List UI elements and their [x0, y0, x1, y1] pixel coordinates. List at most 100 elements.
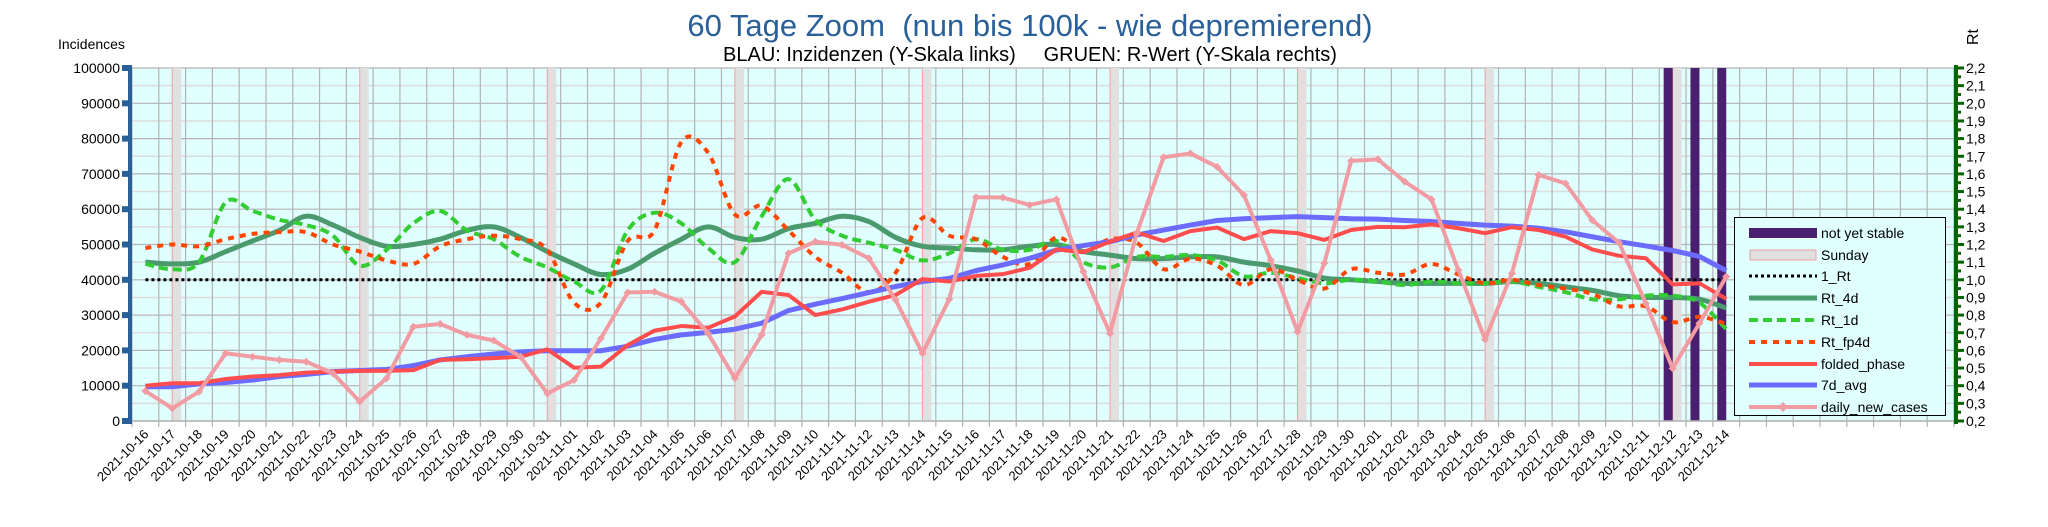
data-point-marker: [945, 295, 954, 304]
y-tick-label-right: 1,9: [1966, 113, 1986, 129]
y-tick-left: [122, 170, 130, 177]
data-point-marker: [1159, 153, 1168, 162]
data-point-marker: [1293, 327, 1302, 336]
data-point-marker: [838, 240, 847, 249]
y-tick-right: [1956, 190, 1964, 194]
y-tick-label-left: 90000: [81, 95, 120, 111]
data-point-marker: [1186, 149, 1195, 158]
data-point-marker: [248, 352, 257, 361]
data-point-marker: [1454, 265, 1463, 274]
y-tick-label-left: 20000: [81, 342, 120, 358]
data-point-marker: [221, 349, 230, 358]
sunday-band: [547, 68, 557, 421]
y-tick-right: [1956, 366, 1964, 370]
data-point-marker: [1534, 170, 1543, 179]
data-point-marker: [328, 369, 337, 378]
data-point-marker: [1588, 216, 1597, 225]
legend-item-7d-avg: 7d_avg: [1735, 375, 1945, 397]
legend-swatch: [1749, 402, 1817, 413]
data-point-marker: [1213, 162, 1222, 171]
sunday-band: [172, 68, 182, 421]
chart-title: 60 Tage Zoom (nun bis 100k - wie depremi…: [687, 8, 1373, 43]
series-daily-new-cases-line: [144, 151, 1728, 411]
data-point-marker: [1668, 364, 1677, 373]
data-point-marker: [168, 404, 177, 413]
y-tick-right: [1956, 331, 1964, 335]
data-point-marker: [462, 330, 471, 339]
data-point-marker: [757, 330, 766, 339]
y-tick-right: [1956, 313, 1964, 317]
legend-swatch: [1749, 339, 1817, 344]
not-yet-stable-band: [1717, 68, 1727, 421]
y-tick-right: [1956, 357, 1961, 361]
y-tick-label-right: 1,0: [1966, 272, 1986, 288]
y-tick-right: [1956, 322, 1961, 326]
data-point-marker: [1239, 191, 1248, 200]
y-tick-right: [1956, 260, 1964, 264]
y-tick-label-right: 2,2: [1966, 60, 1986, 76]
data-point-marker: [623, 288, 632, 297]
data-point-marker: [1481, 335, 1490, 344]
data-point-marker: [1507, 269, 1516, 278]
legend-swatch: [1749, 318, 1817, 323]
y-tick-right: [1956, 119, 1964, 123]
y-tick-label-right: 0,7: [1966, 325, 1986, 341]
data-point-marker: [1641, 299, 1650, 308]
data-point-marker: [1427, 195, 1436, 204]
data-point-marker: [891, 295, 900, 304]
y-tick-label-left: 0: [112, 413, 120, 429]
data-point-marker: [1320, 259, 1329, 268]
y-tick-right: [1956, 216, 1961, 220]
y-tick-left: [122, 206, 130, 213]
data-point-marker: [704, 329, 713, 338]
y-tick-right: [1956, 75, 1961, 79]
data-point-marker: [677, 297, 686, 306]
data-point-marker: [1079, 267, 1088, 276]
y-tick-label-right: 0,9: [1966, 289, 1986, 305]
y-tick-right: [1956, 401, 1964, 405]
y-tick-label-right: 0,5: [1966, 360, 1986, 376]
y-tick-right: [1956, 154, 1964, 158]
data-point-marker: [570, 376, 579, 385]
y-tick-right: [1956, 251, 1961, 255]
legend-label: Rt_4d: [1821, 290, 1859, 307]
sunday-band: [359, 68, 369, 421]
y-tick-right: [1956, 348, 1964, 352]
y-tick-right: [1956, 163, 1961, 167]
y-tick-label-right: 1,6: [1966, 166, 1986, 182]
y-tick-left: [122, 382, 130, 389]
y-tick-label-left: 40000: [81, 272, 120, 288]
data-point-marker: [1615, 238, 1624, 247]
data-point-marker: [489, 336, 498, 345]
data-point-marker: [972, 193, 981, 202]
data-point-marker: [194, 387, 203, 396]
legend-swatch: [1749, 361, 1817, 366]
y-tick-right: [1956, 384, 1964, 388]
y-tick-right: [1956, 243, 1964, 246]
data-point-marker: [1400, 177, 1409, 186]
legend-swatch: [1749, 382, 1817, 388]
y-tick-right: [1956, 295, 1964, 299]
legend-label: Sunday: [1821, 246, 1869, 263]
y-tick-label-right: 1,4: [1966, 201, 1986, 217]
y-tick-label-right: 0,2: [1966, 413, 1986, 429]
y-axis-right-label: Rt: [1965, 29, 1982, 45]
y-tick-label-right: 1,8: [1966, 131, 1986, 147]
y-tick-right: [1956, 181, 1961, 185]
legend-item-folded-phase: folded_phase: [1735, 353, 1945, 375]
y-tick-label-right: 1,2: [1966, 237, 1986, 253]
data-point-marker: [1561, 179, 1570, 188]
data-point-marker: [516, 352, 525, 361]
y-tick-right: [1956, 172, 1964, 176]
y-tick-label-right: 1,7: [1966, 148, 1986, 164]
y-tick-label-left: 50000: [81, 237, 120, 253]
y-tick-right: [1956, 145, 1961, 149]
data-point-marker: [1132, 229, 1141, 238]
data-point-marker: [811, 237, 820, 246]
y-tick-left: [122, 100, 130, 107]
legend-item-rt-1d: Rt_1d: [1735, 309, 1945, 331]
legend-label: daily_new_cases: [1821, 399, 1928, 416]
y-tick-label-right: 0,4: [1966, 378, 1986, 394]
